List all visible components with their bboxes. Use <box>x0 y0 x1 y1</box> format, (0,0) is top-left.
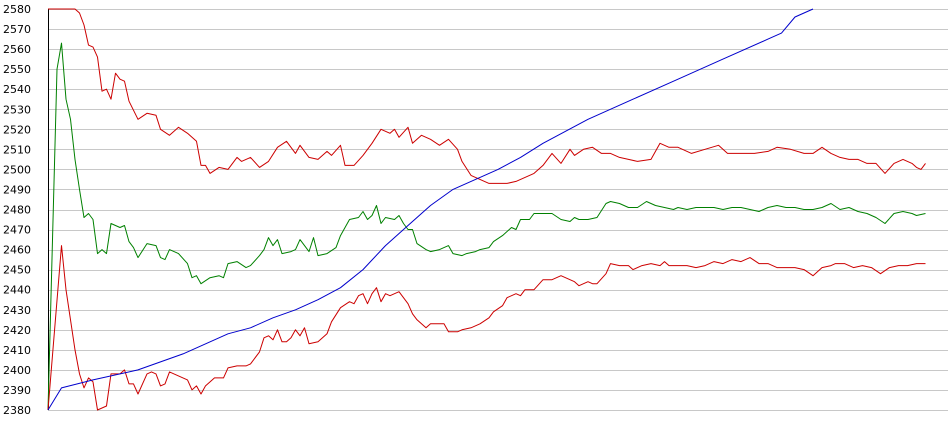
y-tick-label: 2460 <box>3 244 31 257</box>
y-tick-label: 2430 <box>3 304 31 317</box>
y-tick-label: 2560 <box>3 43 31 56</box>
y-tick-label: 2530 <box>3 103 31 116</box>
y-tick-label: 2450 <box>3 264 31 277</box>
y-axis-tick-labels: 2380 2390 2400 2410 2420 2430 2440 2450 2460 2470… <box>3 3 31 417</box>
series-line-2 <box>47 42 926 411</box>
y-tick-label: 2580 <box>3 3 31 16</box>
series-line-4 <box>47 8 814 411</box>
y-tick-label: 2440 <box>3 284 31 297</box>
y-tick-label: 2400 <box>3 364 31 377</box>
y-tick-label: 2490 <box>3 183 31 196</box>
series-line-1 <box>48 8 926 184</box>
y-tick-label: 2420 <box>3 324 31 337</box>
y-tick-label: 2480 <box>3 204 31 217</box>
y-tick-label: 2380 <box>3 404 31 417</box>
y-tick-label: 2390 <box>3 384 31 397</box>
series-lines <box>47 8 926 411</box>
y-tick-label: 2510 <box>3 143 31 156</box>
y-tick-label: 2470 <box>3 224 31 237</box>
y-tick-label: 2540 <box>3 83 31 96</box>
y-tick-label: 2500 <box>3 163 31 176</box>
y-tick-label: 2520 <box>3 123 31 136</box>
y-tick-label: 2570 <box>3 23 31 36</box>
y-tick-label: 2550 <box>3 63 31 76</box>
y-tick-label: 2410 <box>3 344 31 357</box>
series-line-3 <box>47 245 926 411</box>
